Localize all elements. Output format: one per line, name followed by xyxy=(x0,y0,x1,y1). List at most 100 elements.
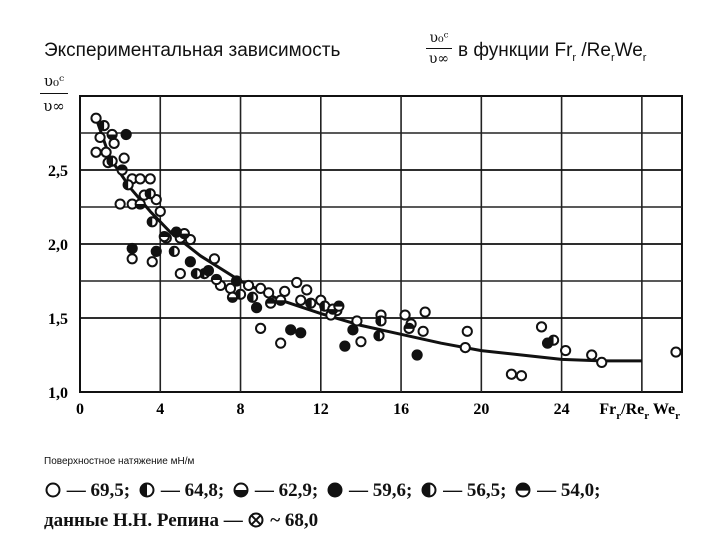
data-point-open-circle xyxy=(90,112,102,124)
data-point-left-half-filled-circle xyxy=(168,245,180,257)
data-point-filled-circle xyxy=(120,128,132,141)
legend-caption: Поверхностное натяжение мН/м xyxy=(44,456,195,467)
y-tick-label: 2,5 xyxy=(48,163,68,180)
title-right-sub2: r xyxy=(610,51,615,64)
chart-title: Экспериментальная зависимость υ₀ᶜ υ∞ в ф… xyxy=(40,30,700,80)
x-tick-label: 8 xyxy=(237,401,245,418)
data-point-open-circle xyxy=(255,322,267,334)
title-right-sub3: r xyxy=(642,51,647,64)
data-point-filled-circle xyxy=(230,275,243,287)
data-point-open-circle xyxy=(399,309,411,321)
data-point-open-circle xyxy=(118,152,130,164)
legend-item-label: — 59,6; xyxy=(344,480,413,501)
legend-marker xyxy=(248,512,264,528)
data-point-left-half-filled-circle xyxy=(375,315,387,327)
title-ratio-numerator: υ₀ᶜ xyxy=(425,30,453,49)
data-point-top-filled-circle xyxy=(158,231,170,243)
data-point-filled-circle xyxy=(126,242,138,255)
data-point-open-circle xyxy=(275,337,287,349)
legend-repin-prefix: данные xyxy=(44,510,109,531)
y-axis-label-denominator: υ∞ xyxy=(43,97,65,115)
left-filled-circle-icon xyxy=(421,482,437,498)
y-tick-label: 1,0 xyxy=(48,385,68,402)
x-tick-label: 16 xyxy=(393,401,409,418)
data-point-filled-circle xyxy=(202,265,215,277)
legend-item: — 59,6; xyxy=(326,480,412,502)
title-right-prefix: в функции Fr xyxy=(458,40,573,61)
data-point-filled-circle xyxy=(250,302,263,314)
crossed-circle-icon xyxy=(248,512,264,528)
data-point-left-filled-circle xyxy=(190,268,202,280)
legend-item: — 64,8; xyxy=(138,480,224,502)
legend-marker xyxy=(515,482,531,498)
data-point-open-circle xyxy=(154,205,166,218)
data-point-open-circle xyxy=(263,287,275,299)
legend-item-label: — 64,8; xyxy=(156,480,225,501)
data-point-left-half-filled-circle xyxy=(319,300,331,312)
data-point-top-filled-circle xyxy=(403,322,415,334)
data-point-open-circle xyxy=(417,325,429,337)
data-point-open-circle xyxy=(242,279,255,292)
legend-repin-row: данные Н.Н. Репина — ~ 68,0 xyxy=(44,510,318,532)
data-point-filled-circle xyxy=(295,327,307,339)
legend-repin-value: ~ 68,0 xyxy=(270,510,319,531)
data-point-open-circle xyxy=(144,173,156,185)
data-point-open-circle xyxy=(279,285,291,297)
data-point-filled-circle xyxy=(339,340,351,352)
data-point-open-circle xyxy=(295,294,307,306)
x-tick-label: 12 xyxy=(313,401,329,418)
data-point-left-filled-circle xyxy=(305,297,317,309)
legend-marker xyxy=(421,482,437,498)
data-point-filled-circle xyxy=(411,349,423,361)
data-point-open-circle xyxy=(174,268,186,280)
x-tick-label: 24 xyxy=(554,401,570,418)
data-point-bottom-half-filled-circle xyxy=(106,128,118,141)
scatter-chart: 0 4 8 12 16 20 24 1,0 1,5 2,0 2,5 Frr/Rer Wer xyxy=(48,95,683,422)
x-axis-label: Frr/Rer Wer xyxy=(599,401,680,422)
y-axis-label-numerator: υ₀ᶜ xyxy=(39,72,69,94)
legend-repin-dash: — xyxy=(223,510,243,531)
data-point-open-circle xyxy=(90,146,102,158)
data-point-open-circle xyxy=(114,198,126,210)
y-axis-label: υ₀ᶜ υ∞ xyxy=(34,72,74,115)
legend-marker xyxy=(45,482,61,498)
data-point-left-half-filled-circle xyxy=(122,179,134,191)
data-point-bottom-half-filled-circle xyxy=(134,198,146,210)
data-point-open-circle xyxy=(351,315,363,327)
title-right-mid2: We xyxy=(614,40,643,61)
data-point-left-filled-circle xyxy=(106,155,118,167)
data-point-open-circle xyxy=(586,349,598,361)
data-point-open-circle xyxy=(670,346,682,358)
left-half-filled-circle-icon xyxy=(139,482,155,498)
data-point-filled-circle xyxy=(347,324,359,336)
legend-repin-name: Н.Н. Репина xyxy=(113,510,219,531)
data-point-top-filled-circle xyxy=(333,300,345,312)
data-point-left-half-filled-circle xyxy=(146,216,158,228)
legend-marker xyxy=(139,482,155,498)
data-point-filled-circle xyxy=(184,256,196,268)
data-point-top-filled-circle xyxy=(210,273,223,286)
data-point-bottom-half-filled-circle xyxy=(275,294,287,306)
data-point-filled-circle xyxy=(150,245,162,257)
data-point-open-circle xyxy=(596,356,608,368)
filled-circle-icon xyxy=(327,482,343,498)
data-point-top-filled-circle xyxy=(116,164,128,176)
legend-item: — 54,0; xyxy=(514,480,600,502)
data-point-open-circle xyxy=(94,131,106,144)
title-ratio-formula: υ₀ᶜ υ∞ xyxy=(414,30,464,67)
title-right-text: в функции Frr /RerWer xyxy=(458,40,646,64)
data-point-open-circle xyxy=(419,306,431,318)
open-circle-icon xyxy=(45,482,61,498)
legend-marker xyxy=(233,482,249,498)
data-point-open-circle xyxy=(146,256,158,268)
data-point-open-circle xyxy=(208,253,221,265)
x-tick-label: 4 xyxy=(156,401,164,418)
bottom-half-filled-circle-icon xyxy=(233,482,249,498)
legend-item-label: — 62,9; xyxy=(250,480,319,501)
title-right-mid1: /Re xyxy=(576,40,611,61)
title-right-sub1: r xyxy=(572,51,577,64)
data-point-open-circle xyxy=(108,137,120,149)
data-point-left-filled-circle xyxy=(246,291,259,303)
data-point-open-circle xyxy=(535,321,548,333)
legend-item: — 62,9; xyxy=(232,480,318,502)
